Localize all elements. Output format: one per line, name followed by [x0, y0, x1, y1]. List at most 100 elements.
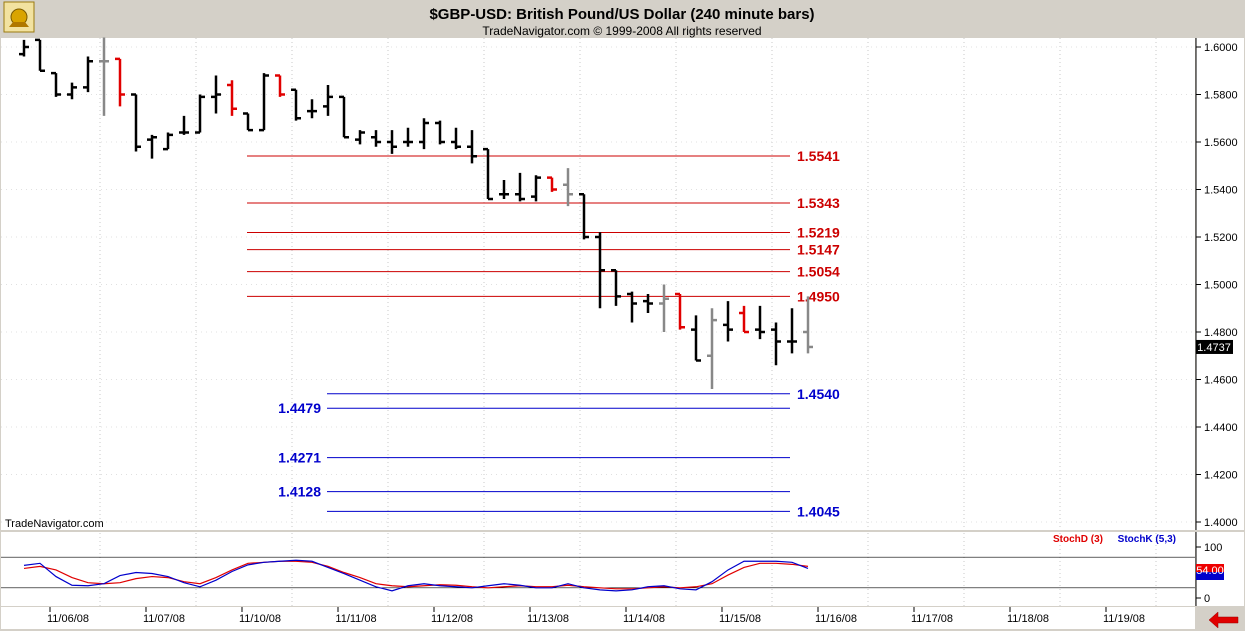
resistance-label: 1.5147: [797, 242, 840, 258]
chart-title: $GBP-USD: British Pound/US Dollar (240 m…: [429, 6, 814, 23]
legend-stoch-d: StochD (3): [1053, 534, 1103, 545]
price-axis[interactable]: [1196, 38, 1244, 530]
stoch-k-line: [23, 559, 809, 592]
ohlc-bar: [99, 37, 109, 116]
ohlc-bar: [323, 85, 333, 116]
scroll-left-arrow-icon[interactable]: [1208, 611, 1239, 629]
ohlc-bar: [579, 193, 589, 240]
ohlc-bar: [547, 176, 557, 192]
price-tick-label: 1.6000: [1204, 42, 1238, 54]
ohlc-bar: [595, 232, 605, 309]
date-tick-label: 11/13/08: [527, 613, 569, 625]
price-tick-label: 1.4400: [1204, 422, 1238, 434]
copyright-text: TradeNavigator.com © 1999-2008 All right…: [482, 24, 761, 38]
ohlc-bar: [259, 73, 269, 132]
support-label: 1.4479: [278, 400, 321, 416]
price-tick-label: 1.5800: [1204, 90, 1238, 102]
ohlc-bar: [483, 147, 493, 201]
last-price-label: 1.4737: [1197, 342, 1231, 354]
ohlc-bar: [67, 82, 77, 100]
watermark: TradeNavigator.com: [5, 518, 104, 530]
ohlc-bar: [275, 74, 285, 97]
date-tick-label: 11/12/08: [431, 613, 473, 625]
price-axis-ticks: 1.6000 1.5800 1.5600 1.5400 1.5200 1.5000 1.48…: [1196, 42, 1238, 529]
ohlc-bar: [355, 130, 365, 145]
date-tick-label: 11/17/08: [911, 613, 953, 625]
ohlc-bar: [659, 284, 669, 332]
ohlc-bar: [243, 112, 253, 132]
date-axis[interactable]: [1, 607, 1195, 629]
price-tick-label: 1.4600: [1204, 375, 1238, 387]
date-tick-label: 11/18/08: [1007, 613, 1049, 625]
ohlc-bar: [515, 172, 525, 202]
date-tick-label: 11/16/08: [815, 613, 857, 625]
ohlc-bar: [627, 291, 637, 323]
support-label: 1.4271: [278, 450, 321, 466]
date-axis-ticks: 11/06/08 11/07/08 11/10/08 11/11/08 11/12/08…: [47, 607, 1145, 625]
support-label: 1.4540: [797, 386, 840, 402]
ohlc-bar: [131, 93, 141, 152]
ohlc-bar: [707, 308, 717, 389]
price-tick-label: 1.5400: [1204, 185, 1238, 197]
ohlc-bar: [35, 38, 45, 72]
date-tick-label: 11/19/08: [1103, 613, 1145, 625]
ohlc-bar: [419, 118, 429, 150]
resistance-label: 1.5541: [797, 148, 840, 164]
date-tick-label: 11/07/08: [143, 613, 185, 625]
last-price-marker: 1.4737: [1196, 339, 1233, 354]
ohlc-bar: [803, 296, 813, 354]
date-tick-label: 11/15/08: [719, 613, 761, 625]
ohlc-bar: [675, 292, 685, 330]
date-tick-label: 11/11/08: [335, 613, 376, 625]
ohlc-bar: [83, 56, 93, 93]
ohlc-bar: [643, 294, 653, 313]
stoch-value-marker: 54.00: [1196, 564, 1224, 580]
ohlc-bar: [435, 120, 445, 145]
stoch-lines: [23, 559, 809, 592]
ohlc-bar: [211, 75, 221, 114]
ohlc-bar: [403, 127, 413, 147]
price-tick-label: 1.4800: [1204, 327, 1238, 339]
price-tick-label: 1.5200: [1204, 232, 1238, 244]
support-label: 1.4128: [278, 484, 321, 500]
price-plot-area[interactable]: [1, 38, 1195, 530]
price-tick-label: 1.4200: [1204, 470, 1238, 482]
ohlc-bar: [531, 175, 541, 202]
trade-navigator-logo[interactable]: [3, 1, 35, 33]
ohlc-bar: [339, 95, 349, 139]
ohlc-bar: [451, 127, 461, 150]
ohlc-bar: [163, 132, 173, 151]
price-tick-label: 1.5000: [1204, 280, 1238, 292]
legend-stoch-k: StochK (5,3): [1118, 534, 1176, 545]
stoch-value-label: 54.00: [1196, 565, 1224, 577]
date-tick-label: 11/14/08: [623, 613, 665, 625]
resistance-label: 1.5343: [797, 195, 840, 211]
ohlc-bar: [739, 305, 749, 334]
price-bars: [19, 37, 813, 389]
ohlc-bar: [179, 115, 189, 135]
ohlc-bar: [723, 301, 733, 342]
stoch-plot-area[interactable]: [1, 532, 1195, 606]
ohlc-bar: [307, 99, 317, 119]
ohlc-bar: [147, 134, 157, 159]
fib-levels: 1.5541 1.5343 1.5219 1.5147 1.5054 1.4950 1.45…: [247, 148, 840, 519]
ohlc-bar: [19, 39, 29, 57]
price-gridlines: [1, 38, 1195, 530]
ohlc-bar: [771, 322, 781, 366]
date-tick-label: 11/10/08: [239, 613, 281, 625]
resistance-label: 1.4950: [797, 288, 840, 304]
ohlc-bar: [499, 180, 509, 199]
ohlc-bar: [467, 130, 477, 164]
price-tick-label: 1.5600: [1204, 137, 1238, 149]
ohlc-bar: [291, 88, 301, 121]
ohlc-bar: [195, 94, 205, 134]
ohlc-bar: [755, 305, 765, 340]
ohlc-bar: [787, 308, 797, 354]
ohlc-bar: [371, 130, 381, 147]
ohlc-bar: [51, 71, 61, 97]
ohlc-bar: [691, 315, 701, 362]
stoch-tick-label: 0: [1204, 593, 1210, 605]
resistance-label: 1.5054: [797, 264, 840, 280]
support-label: 1.4045: [797, 503, 840, 519]
